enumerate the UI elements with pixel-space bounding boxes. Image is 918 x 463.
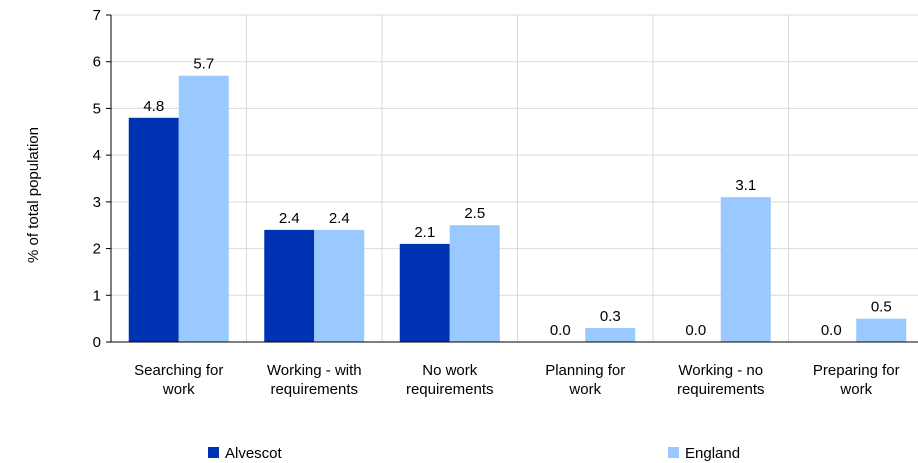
x-category-label: work: [839, 381, 872, 398]
bar-england: [314, 229, 365, 342]
bar-alvescot: [399, 243, 450, 342]
legend: Alvescot England: [208, 445, 740, 462]
x-category-label: Planning for: [545, 362, 625, 379]
x-category-label: Searching for: [134, 362, 223, 379]
data-label: 2.5: [464, 205, 485, 222]
y-axis-title: % of total population: [25, 127, 42, 263]
bars: [128, 75, 907, 343]
y-tick-label: 5: [93, 100, 101, 117]
y-tick-label: 6: [93, 54, 101, 71]
x-category-label: Working - no: [678, 362, 763, 379]
y-tick-label: 2: [93, 241, 101, 258]
data-label: 0.5: [871, 299, 892, 316]
data-label: 2.4: [279, 210, 300, 227]
bar-england: [856, 318, 907, 342]
bar-england: [178, 75, 229, 342]
bar-alvescot: [264, 229, 315, 342]
x-category-label: Working - with: [267, 362, 362, 379]
data-label: 2.1: [414, 224, 435, 241]
gridlines: [111, 14, 918, 342]
data-label: 0.0: [821, 322, 842, 339]
data-label: 0.0: [685, 322, 706, 339]
data-label: 5.7: [193, 56, 214, 73]
y-tick-label: 7: [93, 7, 101, 24]
bar-alvescot: [128, 117, 179, 343]
data-labels: 4.8 5.7 2.4 2.4 2.1 2.5 0.0 0.3 0.0 3.1 0.0 0.5: [143, 56, 891, 339]
x-category-label: work: [568, 381, 601, 398]
data-label: 0.3: [600, 308, 621, 325]
legend-swatch-alvescot: [208, 447, 219, 458]
bar-england: [449, 225, 500, 342]
y-tick-label: 3: [93, 194, 101, 211]
legend-swatch-england: [668, 447, 679, 458]
legend-label-alvescot: Alvescot: [225, 445, 283, 462]
bar-england: [585, 327, 636, 342]
data-label: 0.0: [550, 322, 571, 339]
x-category-label: requirements: [677, 381, 765, 398]
y-tick-label: 4: [93, 147, 101, 164]
x-category-label: work: [162, 381, 195, 398]
x-category-label: requirements: [406, 381, 494, 398]
data-label: 3.1: [735, 177, 756, 194]
data-label: 4.8: [143, 98, 164, 115]
x-category-label: requirements: [270, 381, 358, 398]
data-label: 2.4: [329, 210, 350, 227]
bar-england: [720, 197, 771, 342]
legend-label-england: England: [685, 445, 740, 462]
y-tick-label: 0: [93, 334, 101, 351]
axes: 0 1 2 3 4 5 6 7 Searching for work Working - with r…: [93, 7, 918, 398]
x-category-label: No work: [422, 362, 478, 379]
x-category-label: Preparing for: [813, 362, 900, 379]
y-tick-label: 1: [93, 287, 101, 304]
